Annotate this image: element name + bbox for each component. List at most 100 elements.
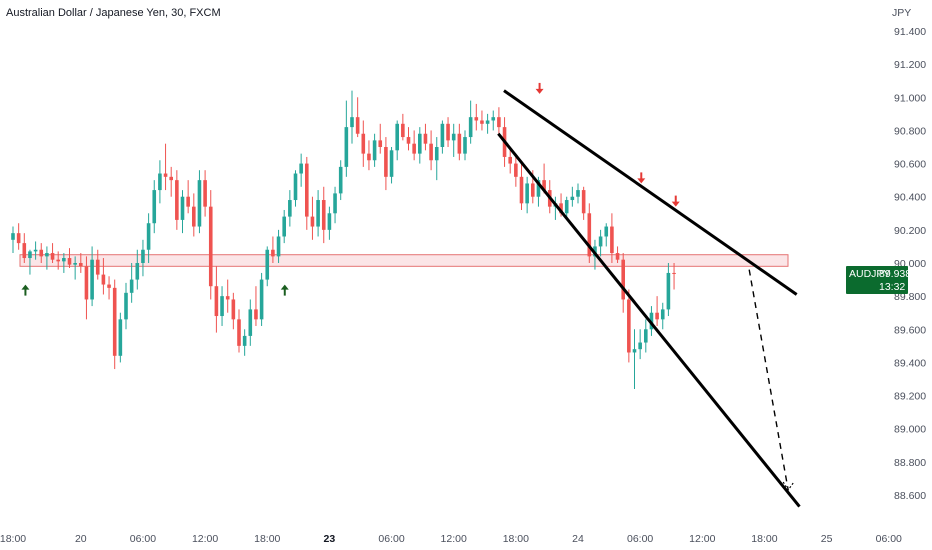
candle-body [73, 263, 77, 265]
candle-body [56, 259, 60, 262]
candle-body [146, 223, 151, 250]
candle-body [288, 200, 292, 217]
candle [220, 286, 224, 326]
candle [254, 286, 258, 326]
support-zone-layer [19, 254, 789, 267]
candle [621, 253, 625, 313]
candle [16, 223, 21, 250]
candle [355, 97, 360, 138]
candle [158, 160, 162, 204]
x-tick-label: 25 [821, 533, 833, 545]
candle-body [367, 153, 371, 161]
candle-body [457, 133, 462, 154]
candle-body [163, 173, 168, 177]
candle [655, 296, 659, 326]
candle-body [615, 253, 620, 260]
candle-body [79, 263, 83, 267]
candle [440, 120, 445, 154]
support-zone [19, 254, 789, 267]
candle [457, 123, 462, 161]
candle [203, 170, 207, 217]
y-tick-label: 89.600 [894, 324, 926, 336]
x-tick-label: 06:00 [130, 533, 156, 545]
candle-body [372, 140, 377, 161]
candle [372, 133, 377, 167]
candle-body [338, 166, 343, 194]
candle-body [559, 203, 563, 214]
candle [344, 100, 349, 177]
candle-body [118, 319, 123, 356]
candle [412, 130, 416, 161]
candle-body [389, 150, 394, 177]
candle-body [576, 190, 580, 197]
candle [56, 251, 60, 270]
candle-body [28, 251, 32, 259]
candle-body [141, 249, 145, 263]
candle-body [225, 296, 230, 300]
candle-body [474, 117, 479, 121]
candle-body [542, 180, 546, 191]
projection-arrowhead [782, 481, 794, 492]
candle-body [564, 200, 569, 214]
candle-body [384, 147, 388, 177]
candle-body [350, 117, 354, 128]
candle-body [497, 117, 501, 128]
candle [112, 279, 117, 370]
candle [604, 223, 609, 247]
y-tick-label: 89.200 [894, 391, 926, 403]
candle [101, 258, 106, 295]
candle [666, 263, 671, 317]
candle [192, 193, 196, 237]
candle-body [84, 266, 89, 300]
candle [214, 266, 219, 333]
candle [305, 156, 309, 230]
candle-body [531, 183, 535, 197]
candle-body [644, 329, 648, 343]
candle-body [480, 120, 484, 124]
candle [491, 110, 496, 131]
candle [33, 241, 38, 260]
candle-body [231, 299, 236, 320]
candle [378, 123, 383, 154]
candle-body [519, 176, 524, 204]
candle [282, 209, 286, 244]
y-tick-label: 90.400 [894, 192, 926, 204]
candle [208, 190, 213, 300]
candle [242, 329, 247, 356]
candle-body [418, 133, 422, 154]
candle-body [271, 249, 275, 257]
candle-body [355, 117, 360, 134]
candle [11, 226, 15, 254]
candle-body [361, 133, 366, 154]
candle-body [570, 196, 575, 201]
candle [514, 153, 518, 187]
candle [90, 246, 94, 307]
candle [124, 282, 128, 330]
candle [129, 263, 134, 303]
candle [299, 153, 303, 187]
candle-body [22, 243, 27, 259]
candle-body [514, 163, 518, 177]
candle [446, 117, 450, 147]
candle [632, 329, 637, 389]
candle [73, 256, 77, 280]
y-tick-label: 88.800 [894, 457, 926, 469]
candle-body [33, 249, 38, 252]
candle-body [112, 287, 117, 356]
candle-body [598, 236, 603, 247]
candle [333, 186, 337, 224]
y-tick-label: 90.800 [894, 125, 926, 137]
candle [169, 166, 173, 197]
x-tick-label: 06:00 [876, 533, 902, 545]
candle [581, 186, 586, 220]
candle [225, 279, 230, 313]
candle-body [316, 200, 320, 227]
candle [519, 163, 524, 210]
candle-body [627, 299, 631, 353]
y-tick-label: 90.200 [894, 225, 926, 237]
candle-body [276, 236, 281, 257]
candle-body [254, 309, 258, 320]
candle-body [282, 216, 286, 237]
